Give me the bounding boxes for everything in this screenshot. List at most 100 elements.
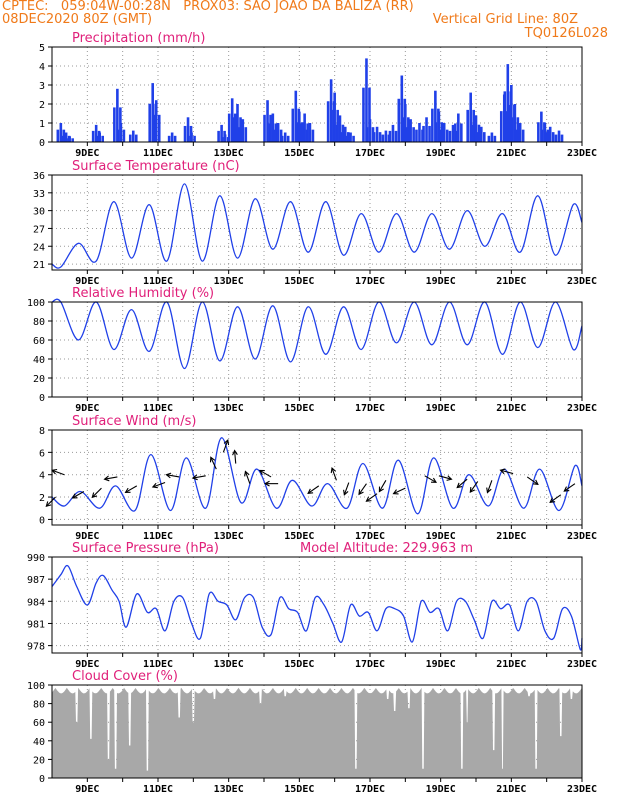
y-tick-label: 21 (33, 260, 45, 271)
precip-bar (295, 122, 298, 142)
precip-bar (466, 109, 469, 142)
wind-arrow-head (307, 488, 314, 494)
precip-bar (540, 129, 544, 142)
y-tick-label: 100 (27, 298, 45, 309)
precip-bar (394, 130, 398, 142)
precip-bar (375, 126, 379, 142)
precip-bar (241, 119, 245, 142)
precip-bar (186, 117, 190, 142)
precip-bar (415, 129, 418, 142)
x-tick-label: 11DEC (143, 148, 173, 159)
wind-arrow (500, 469, 514, 475)
precip-bar (101, 135, 104, 142)
series-line (51, 437, 583, 515)
plot-frame (51, 174, 583, 271)
wind-arrow (358, 483, 367, 495)
precip-bar (425, 117, 428, 142)
x-tick-label: 13DEC (214, 784, 244, 795)
panel-title: Precipitation (mm/h) (72, 31, 205, 46)
wind-arrow (45, 496, 56, 507)
precip-bar (560, 134, 564, 142)
wind-arrow (259, 469, 272, 478)
x-tick-label: 17DEC (355, 659, 385, 670)
precip-bar (263, 114, 266, 142)
precip-bar (154, 100, 158, 142)
precip-bar (343, 126, 347, 142)
x-tick-label: 9DEC (75, 148, 99, 159)
precip-bar (418, 123, 421, 142)
y-tick-label: 40 (33, 355, 45, 366)
wind-arrow-head (71, 493, 78, 499)
cloud-cover-area (52, 687, 582, 778)
precip-bar (401, 117, 404, 142)
wind-arrow (438, 475, 452, 480)
precip-bar (460, 123, 463, 142)
precip-bar (439, 129, 443, 142)
precip-bar (220, 124, 223, 142)
precip-bar (217, 130, 220, 142)
x-tick-label: 17DEC (355, 531, 385, 542)
precip-bar (271, 113, 275, 142)
precip-bar (183, 125, 187, 142)
precip-bar (397, 98, 401, 142)
x-tick-label: 21DEC (496, 148, 526, 159)
precip-bar (236, 104, 239, 142)
x-tick-label: 13DEC (214, 148, 244, 159)
precip-bar (94, 124, 98, 142)
x-tick-label: 9DEC (75, 531, 99, 542)
precip-bar (391, 124, 395, 142)
precip-bar (378, 132, 382, 142)
precip-bar (448, 130, 452, 142)
precip-bar (554, 134, 558, 142)
wind-arrow (166, 474, 180, 478)
wind-arrow-head (365, 496, 372, 502)
precip-bar (384, 130, 388, 142)
wind-arrow (549, 494, 562, 503)
precip-bar (233, 117, 236, 142)
y-tick-label: 1 (39, 119, 45, 130)
y-tick-label: 36 (33, 171, 45, 182)
y-tick-label: 60 (33, 718, 45, 729)
wind-arrow-head (499, 468, 506, 475)
plot-frame (51, 46, 583, 143)
wind-arrow-head (378, 486, 384, 493)
panel-subtitle: Model Altitude: 229.963 m (300, 541, 473, 556)
precip-bar (507, 104, 510, 142)
precip-bar (68, 136, 71, 142)
precip-bar (286, 135, 290, 142)
x-tick-label: 13DEC (214, 403, 244, 414)
precip-bar (352, 135, 355, 142)
plot-frame (51, 684, 583, 779)
precip-bar (471, 124, 475, 142)
wind-arrow (91, 487, 102, 498)
precip-bar (372, 132, 376, 142)
precip-bar (412, 127, 415, 142)
y-tick-label: 20 (33, 374, 45, 385)
wind-arrow (307, 485, 320, 494)
precip-bar (311, 129, 315, 142)
precip-bar (170, 132, 174, 142)
x-tick-label: 11DEC (143, 403, 173, 414)
precip-bar (291, 108, 295, 142)
precip-bar (95, 135, 98, 142)
plot-frame (51, 429, 583, 526)
precip-bar (308, 123, 312, 142)
y-tick-label: 0 (39, 393, 45, 404)
precip-bar (134, 134, 138, 142)
y-tick-label: 0 (39, 138, 45, 149)
precip-bar (305, 129, 309, 142)
plot-frame (51, 556, 583, 654)
precip-bar (300, 123, 303, 142)
precip-bar (545, 132, 549, 142)
wind-arrow-head (45, 501, 52, 508)
wind-arrow (424, 475, 437, 483)
precip-bar (276, 123, 280, 142)
precip-bar (409, 119, 412, 142)
precip-bar (442, 123, 446, 142)
y-tick-label: 40 (33, 737, 45, 748)
precip-bar (349, 132, 352, 142)
y-tick-label: 20 (33, 755, 45, 766)
x-tick-label: 21DEC (496, 659, 526, 670)
precip-bar (116, 129, 120, 142)
wind-arrow (104, 476, 118, 480)
